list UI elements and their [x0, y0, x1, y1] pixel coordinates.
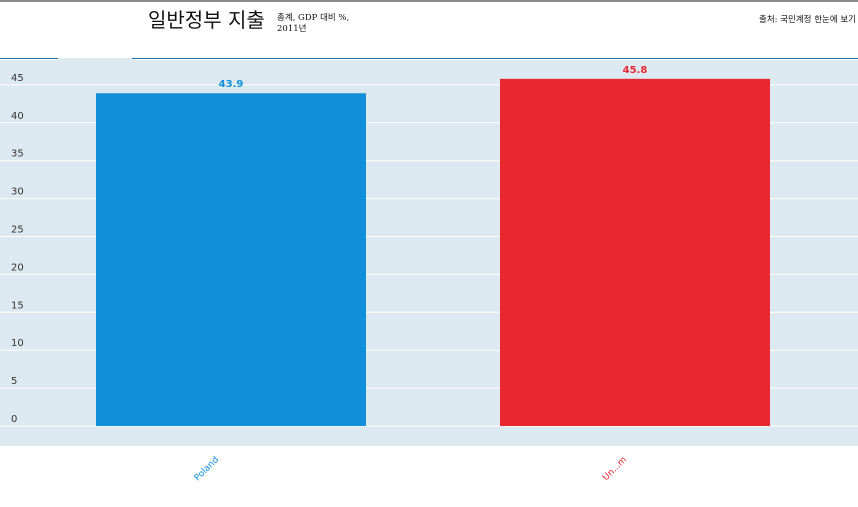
y-tick-label-35: 35: [11, 149, 24, 160]
bar-1: [500, 78, 770, 426]
y-tick-label-20: 20: [11, 262, 24, 273]
header-divider: [0, 58, 858, 59]
y-tick-label-25: 25: [11, 225, 24, 236]
x-tick-label-1: Un...m: [601, 455, 629, 483]
x-tick-label-0: Poland: [193, 455, 221, 483]
bar-0: [96, 93, 366, 426]
y-tick-label-40: 40: [11, 111, 24, 122]
y-tick-label-5: 5: [11, 376, 17, 387]
data-label-0: 43.9: [219, 79, 244, 90]
y-tick-label-30: 30: [11, 187, 24, 198]
top-border: [0, 0, 858, 2]
y-tick-label-15: 15: [11, 300, 24, 311]
subtitle-line-2: 2011년: [277, 24, 307, 34]
chart-subtitle: 총계, GDP 대비 %, 2011년: [277, 13, 349, 35]
y-tick-label-0: 0: [11, 414, 17, 425]
data-label-1: 45.8: [623, 65, 648, 76]
y-tick-label-45: 45: [11, 73, 24, 84]
subtitle-line-1: 총계, GDP 대비 %,: [277, 13, 350, 23]
chart-title: 일반정부 지출: [148, 8, 265, 32]
y-tick-label-10: 10: [11, 338, 24, 349]
source-link[interactable]: 출처: 국민계정 한눈에 보기: [759, 15, 856, 25]
header-tab-indicator: [58, 58, 132, 60]
